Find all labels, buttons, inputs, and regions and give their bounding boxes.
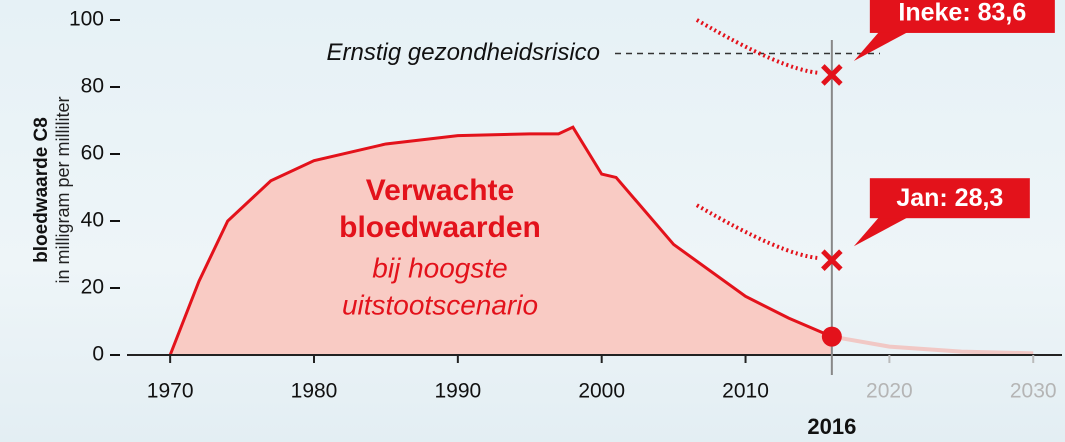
x-tick-label: 2020 bbox=[866, 380, 913, 403]
y-tick-label: 0 bbox=[92, 343, 104, 366]
threshold-label: Ernstig gezondheidsrisico bbox=[327, 39, 600, 66]
callout-label: Jan: 28,3 bbox=[896, 184, 1003, 212]
annotation-title: bloedwaarden bbox=[339, 211, 541, 244]
dotted-trend bbox=[695, 18, 821, 75]
callout-pointer bbox=[853, 30, 910, 61]
dotted-trend bbox=[695, 203, 821, 261]
y-tick-label: 40 bbox=[81, 209, 104, 232]
x-tick-label: 2000 bbox=[578, 380, 625, 403]
annotation-title: Verwachte bbox=[366, 174, 514, 207]
y-tick-label: 60 bbox=[81, 142, 104, 165]
callout-box bbox=[869, 0, 1055, 33]
point-marker bbox=[821, 64, 843, 86]
callout-label: Ineke: 83,6 bbox=[898, 0, 1026, 27]
x-tick-label: 1990 bbox=[434, 380, 481, 403]
point-marker bbox=[821, 249, 843, 271]
y-tick-label: 100 bbox=[69, 8, 104, 31]
y-tick-label: 80 bbox=[81, 75, 104, 98]
callout-pointer bbox=[853, 216, 910, 247]
area-line bbox=[168, 125, 833, 356]
annotation-subtitle: uitstootscenario bbox=[342, 289, 538, 320]
callout-box bbox=[869, 178, 1030, 219]
x-tick-label: 1980 bbox=[291, 380, 338, 403]
projection-line bbox=[831, 334, 1034, 356]
highlight-label: 2016 bbox=[807, 414, 856, 439]
y-tick-label: 20 bbox=[81, 276, 104, 299]
x-tick-label: 2030 bbox=[1010, 380, 1057, 403]
end-dot bbox=[821, 326, 842, 347]
x-tick-label: 1970 bbox=[147, 380, 194, 403]
y-axis-sublabel: in milligram per milliliter bbox=[53, 96, 73, 283]
x-tick-label: 2010 bbox=[722, 380, 769, 403]
area-fill bbox=[170, 127, 832, 355]
y-axis-label: bloedwaarde C8 bbox=[31, 117, 52, 263]
annotation-subtitle: bij hoogste bbox=[372, 252, 507, 283]
